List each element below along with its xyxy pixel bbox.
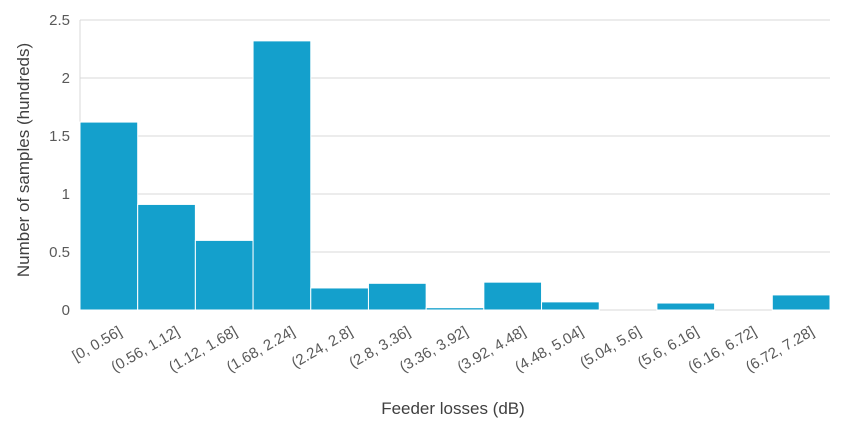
- histogram-bar: [367, 282, 427, 311]
- histogram-bar: [656, 302, 716, 311]
- x-tick-labels: [0, 0.56](0.56, 1.12](1.12, 1.68](1.68, …: [69, 323, 817, 376]
- histogram-bar: [483, 281, 543, 311]
- histogram-bar: [310, 287, 369, 311]
- y-tick-label: 1.5: [49, 128, 70, 145]
- y-tick-label: 2.5: [49, 12, 70, 29]
- x-tick-label: (2.24, 2.8]: [289, 323, 356, 371]
- y-tick-label: 0.5: [49, 244, 70, 261]
- x-axis-title: Feeder losses (dB): [381, 399, 525, 418]
- histogram-bar: [425, 307, 485, 311]
- y-axis-title: Number of samples (hundreds): [14, 43, 33, 277]
- histogram-bar: [252, 40, 312, 311]
- histogram-bar: [137, 203, 196, 311]
- bars: [79, 40, 831, 311]
- histogram-bar: [541, 301, 600, 311]
- y-tick-label: 2: [62, 70, 70, 87]
- histogram-bar: [771, 294, 831, 311]
- histogram-bar: [79, 121, 139, 311]
- y-tick-label: 1: [62, 186, 70, 203]
- histogram-bar: [194, 239, 254, 311]
- y-tick-labels: 0 0.5 1 1.5 2 2.5: [49, 12, 70, 319]
- x-tick-label: (5.04, 5.6]: [577, 323, 644, 371]
- y-tick-label: 0: [62, 302, 70, 319]
